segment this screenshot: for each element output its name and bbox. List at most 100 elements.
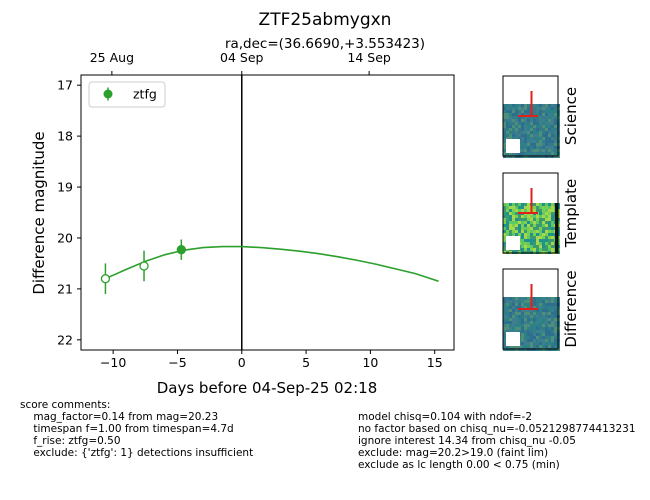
cutout-pixel: [533, 203, 536, 206]
cutout-pixel: [554, 345, 557, 348]
cutout-pixel: [518, 300, 521, 303]
cutout-pixel: [509, 327, 512, 330]
cutout-pixel: [503, 203, 506, 206]
cutout-pixel: [512, 309, 515, 312]
cutout-pixel: [509, 209, 512, 212]
cutout-pixel: [530, 218, 533, 221]
cutout-pixel: [539, 146, 542, 149]
cutout-pixel: [506, 318, 509, 321]
cutout-pixel: [542, 104, 545, 107]
cutout-pixel: [533, 239, 536, 242]
cutout-pixel: [509, 128, 512, 131]
cutout-pixel: [518, 345, 521, 348]
cutout-pixel: [509, 116, 512, 119]
cutout-pixel: [545, 137, 548, 140]
cutout-pixel: [536, 248, 539, 251]
cutout-pixel: [551, 248, 554, 251]
cutout-pixel: [554, 152, 557, 155]
cutout-pixel: [515, 315, 518, 318]
fit-curve: [105, 245, 439, 283]
cutout-pixel: [539, 333, 542, 336]
cutout-pixel: [533, 215, 536, 218]
cutout-pixel: [533, 248, 536, 251]
cutout-pixel: [506, 104, 509, 107]
cutout-pixel: [542, 330, 545, 333]
y-tick-label: 22: [57, 332, 73, 347]
cutout-pixel: [548, 309, 551, 312]
cutout-pixel: [533, 245, 536, 248]
cutout-pixel: [551, 339, 554, 342]
cutout-pixel: [545, 309, 548, 312]
cutout-pixel: [539, 221, 542, 224]
cutout-pixel: [551, 315, 554, 318]
cutout-pixel: [536, 116, 539, 119]
cutout-pixel: [539, 209, 542, 212]
cutout-pixel: [536, 107, 539, 110]
x-tick-label: −5: [168, 355, 186, 370]
cutout-pixel: [539, 345, 542, 348]
cutout-pixel: [524, 119, 527, 122]
cutout-pixel: [512, 119, 515, 122]
cutout-pixel: [524, 110, 527, 113]
cutout-pixel: [551, 149, 554, 152]
cutout-pixel: [548, 233, 551, 236]
cutout-pixel: [512, 131, 515, 134]
cutout-pixel: [524, 203, 527, 206]
cutout-pixel: [554, 125, 557, 128]
cutout-pixel: [524, 104, 527, 107]
cutout-pixel: [542, 152, 545, 155]
cutout-pixel: [506, 107, 509, 110]
cutout-pixel: [545, 242, 548, 245]
cutout-pixel: [530, 333, 533, 336]
cutout-pixel: [536, 330, 539, 333]
cutout-pixel: [545, 116, 548, 119]
cutout-pixel: [503, 303, 506, 306]
cutout-pixel: [536, 300, 539, 303]
cutout-pixel: [515, 309, 518, 312]
cutout-pixel: [551, 345, 554, 348]
cutout-pixel: [524, 122, 527, 125]
cutout-pixel: [533, 318, 536, 321]
cutout-pixel: [506, 297, 509, 300]
cutout-pixel: [530, 140, 533, 143]
cutout-pixel: [509, 230, 512, 233]
cutout-pixel: [536, 309, 539, 312]
cutout-pixel: [536, 242, 539, 245]
cutout-pixel: [542, 224, 545, 227]
cutout-pixel: [524, 149, 527, 152]
cutout-pixel: [530, 230, 533, 233]
cutout-pixel: [554, 339, 557, 342]
cutout-pixel: [548, 218, 551, 221]
cutout-pixel: [542, 143, 545, 146]
cutout-pixel: [518, 119, 521, 122]
cutout-frame: [502, 75, 559, 157]
cutout-pixel: [530, 339, 533, 342]
cutout-pixel: [533, 330, 536, 333]
cutout-pixel: [530, 224, 533, 227]
cutout-pixel: [521, 330, 524, 333]
cutout-pixel: [533, 134, 536, 137]
cutout-edge-strip: [555, 203, 558, 253]
cutout-pixel: [548, 203, 551, 206]
cutout-pixel: [515, 224, 518, 227]
cutout-pixel: [524, 297, 527, 300]
cutout-pixel: [527, 209, 530, 212]
cutout-pixel: [542, 300, 545, 303]
cutout-pixel: [518, 134, 521, 137]
cutout-pixel: [509, 233, 512, 236]
cutout-pixel: [533, 107, 536, 110]
cutout-pixel: [548, 327, 551, 330]
cutout-pixel: [536, 303, 539, 306]
cutout-pixel: [554, 128, 557, 131]
cutout-pixel: [527, 149, 530, 152]
cutout-pixel: [506, 321, 509, 324]
cutout-pixel: [521, 218, 524, 221]
cutout-pixel: [506, 134, 509, 137]
cutout-pixel: [524, 324, 527, 327]
cutout-pixel: [530, 143, 533, 146]
cutout-pixel: [539, 206, 542, 209]
cutout-pixel: [548, 236, 551, 239]
cutout-pixel: [554, 146, 557, 149]
cutout-pixel: [503, 306, 506, 309]
cutout-pixel: [542, 233, 545, 236]
